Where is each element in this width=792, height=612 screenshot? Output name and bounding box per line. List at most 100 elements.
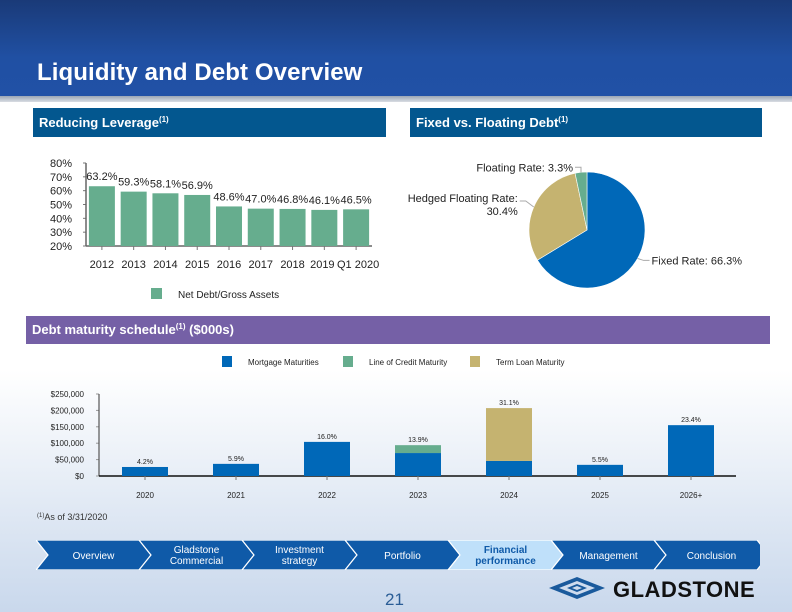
leverage-data-label: 48.6% xyxy=(213,191,244,203)
fixed-floating-section-title: Fixed vs. Floating Debt xyxy=(416,115,559,130)
x-category-label: Q1 2020 xyxy=(337,259,379,271)
leverage-data-label: 56.9% xyxy=(182,180,213,192)
nav-item-management[interactable]: Management xyxy=(550,540,667,570)
maturity-data-label: 5.5% xyxy=(592,457,608,464)
leverage-bar xyxy=(120,191,147,246)
maturity-bar-segment xyxy=(668,425,714,476)
maturity-bar-segment xyxy=(213,463,259,476)
legend-swatch xyxy=(470,356,480,367)
x-category-label: 2018 xyxy=(280,259,304,271)
y-tick-label: 70% xyxy=(50,172,72,184)
nav-chevron-shape xyxy=(138,540,255,570)
nav-item-label: Management xyxy=(579,551,638,562)
nav-chevron-shape xyxy=(653,540,760,570)
leverage-bar-chart: 20% 30% 40%50% 60% 70% 80% 63.2% 59.3% 58.1% 56.9… xyxy=(50,158,379,301)
footnote-marker: (1) xyxy=(37,513,45,519)
footnote: (1)As of 3/31/2020 xyxy=(37,512,107,522)
pie-slice-fixed-rate xyxy=(537,171,646,289)
pie-label-fixed: Fixed Rate: 66.3% xyxy=(652,255,743,267)
x-category-label: 2026+ xyxy=(680,491,703,500)
nav-item-label-line1: Financial xyxy=(484,545,528,556)
maturity-section-units: ($000s) xyxy=(185,322,234,337)
header-divider xyxy=(0,96,792,102)
leader-line xyxy=(519,200,535,208)
section-navigation: OverviewGladstoneCommercialInvestmentstr… xyxy=(36,540,760,570)
fixed-floating-section-header: Fixed vs. Floating Debt(1) xyxy=(410,108,762,137)
leverage-bar xyxy=(88,186,115,246)
page-number: 21 xyxy=(385,590,404,609)
leverage-data-label: 46.1% xyxy=(309,195,340,207)
nav-item-label: Conclusion xyxy=(687,551,736,562)
leader-line xyxy=(574,166,582,173)
maturity-bar-segment xyxy=(486,408,532,461)
pie-slice-hedged-floating-rate xyxy=(528,172,588,261)
leverage-data-label: 47.0% xyxy=(245,194,276,206)
legend-label: Mortgage Maturities xyxy=(248,358,319,367)
nav-item-label-line1: Investment xyxy=(275,545,324,556)
maturity-data-label: 31.1% xyxy=(499,400,519,407)
nav-item-overview[interactable]: Overview xyxy=(36,540,152,570)
leverage-bar xyxy=(247,208,274,246)
footnote-marker: (1) xyxy=(175,322,186,331)
footnote-marker: (1) xyxy=(158,115,169,124)
legend-swatch xyxy=(222,356,232,367)
legend-swatch xyxy=(343,356,353,367)
maturity-bar-segment xyxy=(486,460,532,476)
y-tick-label: $250,000 xyxy=(51,390,85,399)
nav-item-label-line1: Gladstone xyxy=(174,545,220,556)
x-category-label: 2016 xyxy=(217,259,241,271)
maturity-section-title: Debt maturity schedule xyxy=(32,322,176,337)
gladstone-logo: GLADSTONE xyxy=(549,577,755,602)
nav-item-label-line2: performance xyxy=(475,556,536,567)
leverage-bar xyxy=(152,193,179,246)
pie-slice-floating-rate xyxy=(574,171,588,231)
leverage-bar xyxy=(184,194,211,246)
leverage-data-label: 46.8% xyxy=(277,194,308,206)
leverage-data-label: 63.2% xyxy=(86,171,117,183)
y-tick-label: 20% xyxy=(50,241,72,253)
nav-item-conclusion[interactable]: Conclusion xyxy=(653,540,760,570)
x-category-label: 2021 xyxy=(227,491,245,500)
nav-item-portfolio[interactable]: Portfolio xyxy=(344,540,461,570)
legend-label: Line of Credit Maturity xyxy=(369,358,447,367)
gladstone-diamond-icon xyxy=(549,577,605,599)
nav-item-label-line2: Commercial xyxy=(170,556,223,567)
x-category-label: 2014 xyxy=(153,259,177,271)
leader-line xyxy=(637,257,650,261)
pie-label-hedged-line2: 30.4% xyxy=(487,206,518,218)
nav-chevron-shape xyxy=(241,540,358,570)
y-tick-label: $100,000 xyxy=(51,439,85,448)
nav-chevron-shape xyxy=(344,540,461,570)
maturity-bar-segment xyxy=(577,464,623,476)
logo-wordmark: GLADSTONE xyxy=(613,577,755,602)
nav-item-label-line2: strategy xyxy=(282,556,318,567)
debt-maturity-chart: Mortgage Maturities Line of Credit Maturi… xyxy=(51,356,736,500)
nav-chevron-shape xyxy=(447,540,564,570)
maturity-data-label: 5.9% xyxy=(228,456,244,463)
leverage-bar xyxy=(279,208,306,246)
nav-chevron-shape xyxy=(550,540,667,570)
y-tick-label: $0 xyxy=(75,472,84,481)
maturity-bar-segment xyxy=(122,466,168,476)
leverage-bar xyxy=(343,209,370,246)
y-tick-label: 30% xyxy=(50,227,72,239)
y-tick-label: $50,000 xyxy=(55,456,84,465)
leverage-data-label: 59.3% xyxy=(118,177,149,189)
nav-item-label: Overview xyxy=(73,551,115,562)
leverage-data-label: 58.1% xyxy=(150,178,181,190)
x-category-label: 2015 xyxy=(185,259,209,271)
leverage-bar xyxy=(216,206,242,246)
x-category-label: 2022 xyxy=(318,491,336,500)
footnote-marker: (1) xyxy=(558,115,569,124)
x-category-label: 2024 xyxy=(500,491,518,500)
x-category-label: 2023 xyxy=(409,491,427,500)
legend-label: Term Loan Maturity xyxy=(496,358,564,367)
nav-chevron-shape xyxy=(36,540,152,570)
maturity-data-label: 13.9% xyxy=(408,437,428,444)
maturity-data-label: 4.2% xyxy=(137,459,153,466)
y-tick-label: 50% xyxy=(50,200,72,212)
y-tick-label: $200,000 xyxy=(51,406,85,415)
